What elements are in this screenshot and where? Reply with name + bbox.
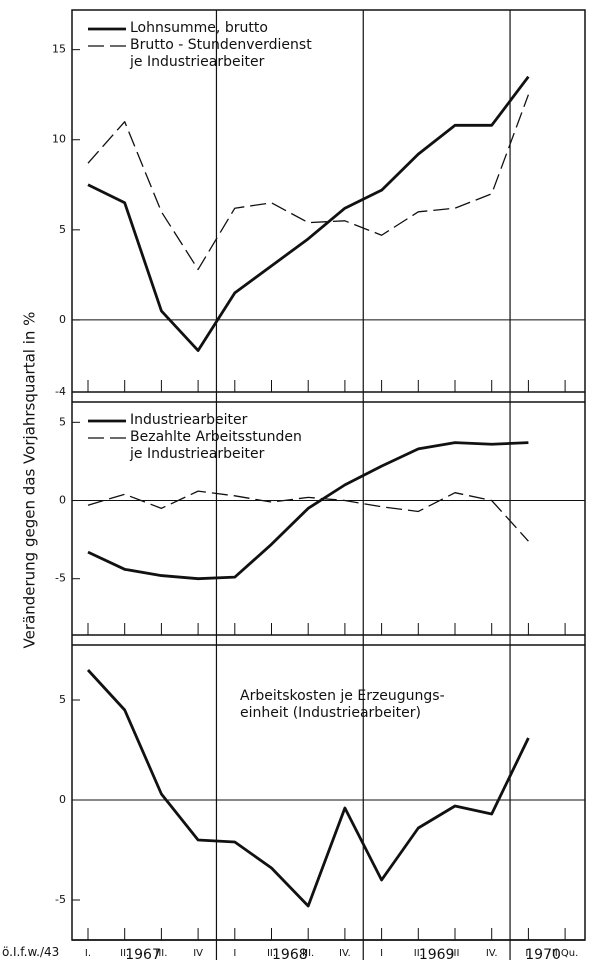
x-tick-label: III [451,948,460,959]
x-tick-label: II. [267,948,276,959]
y-tick-label: 10 [52,133,66,146]
y-tick-label: -5 [55,893,66,906]
x-tick-label: III. [302,948,314,959]
y-axis-label: Veränderung gegen das Vorjahrsquartal in… [20,311,39,649]
y-tick-label: 15 [52,43,66,56]
x-tick-label: IV. [339,948,351,959]
year-label: 1969 [419,947,455,963]
y-tick-label: 0 [59,313,66,326]
line-series [87,75,530,352]
line-series [86,669,530,908]
legend-label: Lohnsumme, brutto [130,20,268,36]
x-tick-label: II. [120,948,129,959]
x-tick-label: IV [193,948,203,959]
y-tick-label: 0 [59,494,66,507]
x-tick-label: II.Qu. [552,948,578,959]
annotation: Arbeitskosten je Erzeugungs- einheit (In… [240,688,445,721]
x-tick-label: I [233,948,236,959]
y-tick-label: 5 [59,693,66,706]
x-tick-label: IV. [486,948,498,959]
y-tick-label: 0 [59,793,66,806]
legend-label: Brutto - Stundenverdienst je Industriear… [130,37,312,70]
legend-label: Industriearbeiter [130,412,248,428]
y-tick-label: 5 [59,415,66,428]
legend-label: Bezahlte Arbeitsstunden je Industriearbe… [130,429,302,462]
y-tick-label: 5 [59,223,66,236]
x-tick-label: III. [155,948,167,959]
x-tick-label: II. [414,948,423,959]
year-label: 1967 [125,947,161,963]
line-series [87,441,529,581]
x-tick-label: I. [85,948,91,959]
year-label: 1968 [272,947,308,963]
y-tick-label: -5 [55,572,66,585]
line-series [87,94,530,271]
year-label: 1970 [525,947,561,963]
y-tick-label: -4 [55,385,66,398]
x-tick-label: I [380,948,383,959]
footer: ö.I.f.w./43 [2,945,60,959]
x-tick-label: I. [525,948,531,959]
line-series [87,490,529,542]
